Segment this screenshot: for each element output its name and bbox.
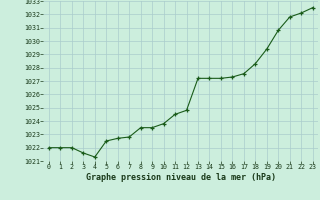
X-axis label: Graphe pression niveau de la mer (hPa): Graphe pression niveau de la mer (hPa) bbox=[86, 173, 276, 182]
